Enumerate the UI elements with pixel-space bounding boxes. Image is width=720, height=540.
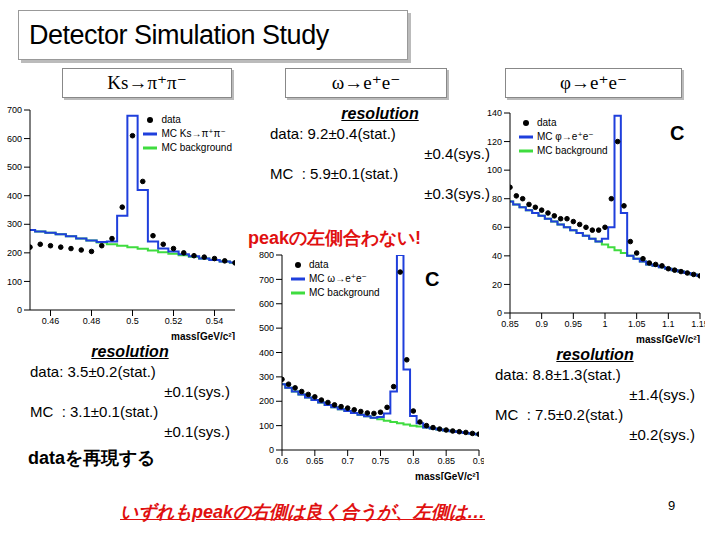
html-text:φ→e⁺e⁻: φ→e⁺e⁻ xyxy=(560,72,627,93)
html-text:C: C xyxy=(670,122,685,144)
svg-text:600: 600 xyxy=(259,299,274,309)
svg-text:140: 140 xyxy=(487,108,502,118)
svg-text:200: 200 xyxy=(259,396,274,406)
svg-text:0.7: 0.7 xyxy=(341,456,354,466)
svg-text:0: 0 xyxy=(269,445,274,455)
svg-text:1: 1 xyxy=(602,319,607,329)
html-text:いずれもpeakの右側は良く合うが、左側は…: いずれもpeakの右側は良く合うが、左側は… xyxy=(120,502,485,522)
svg-text:400: 400 xyxy=(8,191,22,201)
svg-text:100: 100 xyxy=(259,421,274,431)
svg-text:0.6: 0.6 xyxy=(276,456,289,466)
html-text:resolution: resolution xyxy=(91,343,169,360)
html-text:peakの左側合わない!: peakの左側合わない! xyxy=(248,228,421,248)
html-text:C: C xyxy=(425,268,440,290)
svg-text:0.65: 0.65 xyxy=(306,456,324,466)
svg-text:400: 400 xyxy=(259,348,274,358)
html-text:data: 9.2±0.4(stat.): data: 9.2±0.4(stat.) xyxy=(270,125,396,142)
svg-text:0.54: 0.54 xyxy=(206,316,224,326)
html-text:ω→e⁺e⁻: ω→e⁺e⁻ xyxy=(331,72,401,93)
svg-text:100: 100 xyxy=(487,165,502,175)
svg-text:80: 80 xyxy=(492,194,502,204)
html-text:9: 9 xyxy=(668,498,676,513)
html-text:Detector Simulation Study: Detector Simulation Study xyxy=(29,19,329,50)
html-text:dataを再現する: dataを再現する xyxy=(28,448,155,468)
svg-text:1.05: 1.05 xyxy=(628,319,646,329)
html-text:±0.1(sys.): ±0.1(sys.) xyxy=(164,423,230,440)
svg-text:300: 300 xyxy=(259,372,274,382)
svg-text:300: 300 xyxy=(8,219,22,229)
svg-text:0.9: 0.9 xyxy=(473,456,484,466)
svg-text:20: 20 xyxy=(492,280,502,290)
svg-text:0.46: 0.46 xyxy=(42,316,60,326)
html-text:resolution: resolution xyxy=(341,105,419,122)
html-text:MC : 5.9±0.1(stat.): MC : 5.9±0.1(stat.) xyxy=(270,165,399,182)
svg-text:0.75: 0.75 xyxy=(372,456,390,466)
svg-text:mass[GeV/c²]: mass[GeV/c²] xyxy=(171,331,235,340)
svg-text:0: 0 xyxy=(497,308,502,318)
html-text:data: data xyxy=(309,259,329,270)
svg-text:500: 500 xyxy=(8,162,22,172)
svg-text:700: 700 xyxy=(259,275,274,285)
html-text:MC background: MC background xyxy=(161,142,232,153)
svg-text:0.95: 0.95 xyxy=(565,319,583,329)
svg-text:0.9: 0.9 xyxy=(535,319,548,329)
html-text:MC Ks→π⁺π⁻: MC Ks→π⁺π⁻ xyxy=(161,128,226,139)
svg-text:700: 700 xyxy=(8,105,22,115)
svg-text:0.85: 0.85 xyxy=(501,319,519,329)
html-text:±0.3(sys.): ±0.3(sys.) xyxy=(424,185,490,202)
html-text:±1.4(sys.): ±1.4(sys.) xyxy=(629,386,695,403)
svg-text:0.85: 0.85 xyxy=(437,456,455,466)
svg-text:600: 600 xyxy=(8,134,22,144)
html-text:Ks→π⁺π⁻: Ks→π⁺π⁻ xyxy=(107,72,187,93)
html-text:MC : 3.1±0.1(stat.): MC : 3.1±0.1(stat.) xyxy=(30,403,159,420)
html-text:MC ω→e⁺e⁻: MC ω→e⁺e⁻ xyxy=(309,273,367,284)
html-text:MC background: MC background xyxy=(309,287,380,298)
svg-text:120: 120 xyxy=(487,137,502,147)
svg-text:0.8: 0.8 xyxy=(407,456,420,466)
html-text:MC background: MC background xyxy=(537,145,608,156)
html-text:data: data xyxy=(161,114,181,125)
svg-text:60: 60 xyxy=(492,222,502,232)
html-text:resolution: resolution xyxy=(556,346,634,363)
html-text:±0.2(sys.): ±0.2(sys.) xyxy=(629,426,695,443)
svg-text:mass[GeV/c²]: mass[GeV/c²] xyxy=(636,334,700,343)
svg-text:100: 100 xyxy=(8,277,22,287)
html-text:data: 3.5±0.2(stat.): data: 3.5±0.2(stat.) xyxy=(30,363,156,380)
svg-text:200: 200 xyxy=(8,248,22,258)
svg-text:1.1: 1.1 xyxy=(662,319,675,329)
html-text:MC : 7.5±0.2(stat.): MC : 7.5±0.2(stat.) xyxy=(495,406,624,423)
svg-text:500: 500 xyxy=(259,323,274,333)
svg-text:0.5: 0.5 xyxy=(126,316,139,326)
html-text:±0.1(sys.): ±0.1(sys.) xyxy=(164,383,230,400)
svg-text:800: 800 xyxy=(259,250,274,260)
svg-text:0: 0 xyxy=(17,305,22,315)
svg-text:0.52: 0.52 xyxy=(165,316,183,326)
svg-text:mass[GeV/c²]: mass[GeV/c²] xyxy=(415,471,479,480)
html-text:data: data xyxy=(537,117,557,128)
svg-text:0.48: 0.48 xyxy=(83,316,101,326)
html-text:MC φ→e⁺e⁻: MC φ→e⁺e⁻ xyxy=(537,131,594,142)
html-text:data: 8.8±1.3(stat.): data: 8.8±1.3(stat.) xyxy=(495,366,621,383)
html-text:±0.4(sys.): ±0.4(sys.) xyxy=(424,145,490,162)
svg-text:1.15: 1.15 xyxy=(691,319,705,329)
svg-text:40: 40 xyxy=(492,251,502,261)
